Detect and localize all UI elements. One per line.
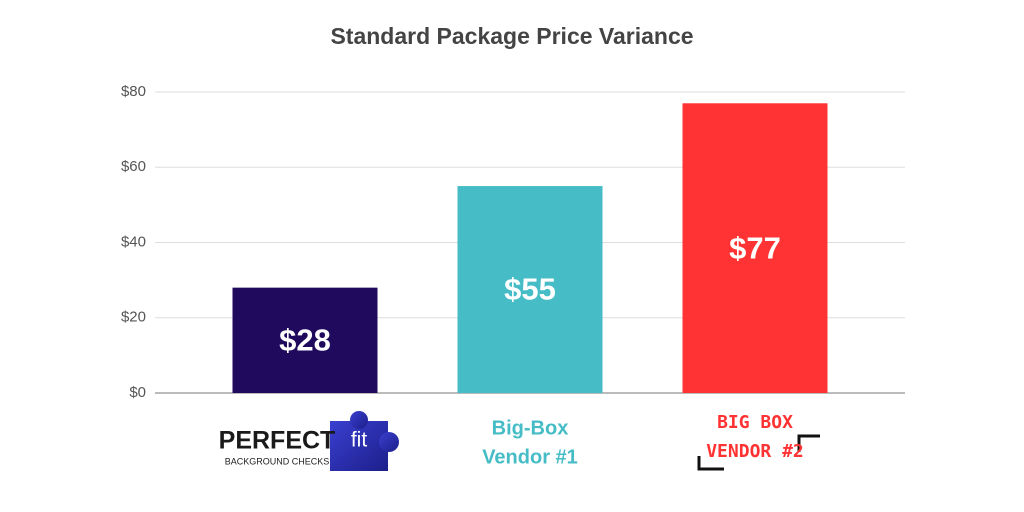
bar [682,103,828,393]
y-tick-label: $60 [121,158,146,175]
bracket [797,434,820,452]
y-tick-label: $80 [121,83,146,100]
x-tick-label: Big-Box [492,417,569,439]
y-tick-label: $40 [121,233,146,250]
data-label: $77 [729,230,781,265]
data-label: $28 [279,323,331,358]
y-tick-label: $20 [121,309,146,326]
bracket [697,456,724,471]
x-tick-label: Vendor #1 [482,446,578,468]
x-tick-label: BIG BOX [717,412,793,433]
x-tick-label: PERFECT [219,427,336,455]
bar [232,287,378,393]
bar [457,186,603,393]
chart-title: Standard Package Price Variance [330,23,693,49]
x-tick-label: VENDOR #2 [706,441,804,462]
x-tick-label: BACKGROUND CHECKS [225,456,330,466]
logo-puzzle [330,411,399,471]
y-tick-label: $0 [129,384,146,401]
x-tick-label: fit [351,429,368,452]
data-label: $55 [504,272,556,307]
